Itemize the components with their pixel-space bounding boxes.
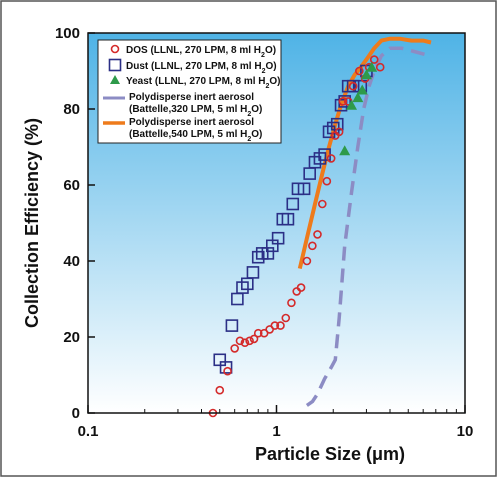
dust-point <box>286 197 300 211</box>
dust-point <box>271 231 285 245</box>
legend-label-battelle-320-line1: Polydisperse inert aerosol <box>129 92 254 103</box>
dos-point <box>249 334 259 344</box>
dos-point <box>348 81 358 91</box>
dos-point <box>375 62 385 72</box>
dos-point <box>276 321 285 330</box>
dos-point <box>240 338 250 348</box>
dust-point <box>213 353 227 367</box>
dos-point <box>270 321 280 330</box>
dust-point <box>219 361 233 374</box>
dos-point <box>369 55 379 64</box>
legend-label-dos: DOS (LLNL, 270 LPM, 8 ml H2O) <box>126 45 276 59</box>
legend-marker-yeast <box>110 75 120 84</box>
dust-point <box>330 117 344 131</box>
dust-point <box>225 319 239 332</box>
legend: DOS (LLNL, 270 LPM, 8 ml H2O) Dust (LLNL… <box>97 39 282 144</box>
dust-point <box>313 152 327 165</box>
dos-point <box>318 199 327 209</box>
legend-label-battelle-540-line1: Polydisperse inert aerosol <box>129 117 254 128</box>
axes-layer: 0 20 40 60 80 100 0.1 1 10 <box>55 25 473 440</box>
dos-point <box>230 344 239 353</box>
y-tick-label: 40 <box>63 253 80 270</box>
dos-point <box>308 241 317 251</box>
y-tick-label: 20 <box>63 329 80 346</box>
dos-point <box>245 336 254 346</box>
series-line-battelle-540 <box>297 36 432 270</box>
dust-point <box>297 182 311 196</box>
dos-point <box>215 385 225 395</box>
dust-point <box>346 79 360 93</box>
x-tick-label: 0.1 <box>78 423 99 440</box>
yeast-point <box>352 92 364 103</box>
dos-point <box>302 256 312 266</box>
y-tick-label: 60 <box>63 177 80 194</box>
y-tick-label: 80 <box>63 101 80 118</box>
y-tick-label: 100 <box>55 25 80 42</box>
x-tick-label: 1 <box>272 423 280 440</box>
dos-point <box>296 283 306 292</box>
dos-point <box>322 176 332 186</box>
dos-point <box>287 298 296 308</box>
dos-point <box>235 336 245 346</box>
y-axis-title: Collection Efficiency (%) <box>22 118 42 328</box>
dos-point <box>223 366 232 376</box>
dos-point <box>253 328 263 338</box>
yeast-point <box>346 99 358 110</box>
dust-point <box>261 247 275 260</box>
legend-label-dust: Dust (LLNL, 270 LPM, 8 ml H2O) <box>126 61 277 75</box>
dos-point <box>334 127 344 137</box>
dos-point <box>326 154 336 163</box>
legend-marker-dos <box>110 44 120 54</box>
dos-point <box>281 313 291 323</box>
x-axis-title: Particle Size (μm) <box>255 444 405 464</box>
dos-point <box>259 328 269 338</box>
dos-point <box>355 66 364 76</box>
yeast-point <box>356 84 368 95</box>
legend-label-battelle-540-line2: (Battelle,540 LPM, 5 ml H2O) <box>129 129 262 143</box>
x-tick-label: 10 <box>457 423 474 440</box>
yeast-point <box>366 61 378 72</box>
series-line-battelle-320 <box>305 46 431 407</box>
dust-point <box>251 250 265 264</box>
yeast-point <box>360 69 372 80</box>
series-layer <box>208 36 432 418</box>
dust-point <box>281 212 295 226</box>
y-tick-label: 0 <box>72 405 80 422</box>
legend-box <box>97 39 282 144</box>
dos-point <box>313 230 322 239</box>
dos-point <box>338 97 348 106</box>
yeast-point <box>339 145 351 156</box>
dust-point <box>246 266 260 279</box>
legend-label-battelle-320-line2: (Battelle,320 LPM, 5 ml H2O) <box>129 104 262 118</box>
legend-label-yeast: Yeast (LLNL, 270 LPM, 8 ml H2O) <box>126 76 281 90</box>
legend-marker-dust <box>108 58 122 72</box>
